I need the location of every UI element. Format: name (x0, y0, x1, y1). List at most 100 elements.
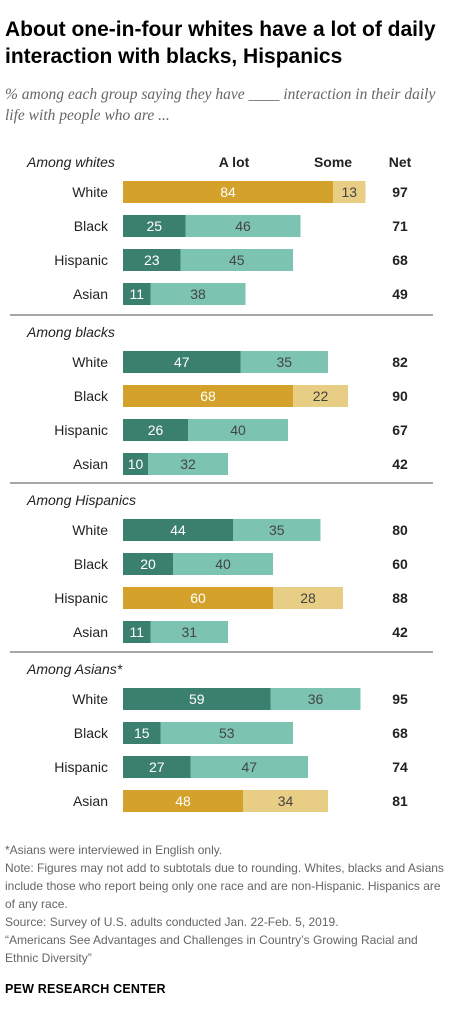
bar-some (233, 519, 321, 541)
bar-some-value: 47 (241, 759, 257, 775)
row-category-label: Black (74, 388, 109, 404)
bar-a-lot (123, 249, 181, 271)
bar-some (150, 621, 228, 643)
bar-some-value: 38 (190, 286, 206, 302)
bar-a-lot (123, 215, 186, 237)
row-category-label: Hispanic (54, 252, 108, 268)
bar-a-lot (123, 519, 233, 541)
net-value: 60 (392, 556, 408, 572)
net-value: 90 (392, 388, 408, 404)
note-rounding: Note: Figures may not add to subtotals d… (5, 861, 444, 911)
group-label: Among Asians* (26, 661, 123, 677)
chart-title: About one-in-four whites have a lot of d… (5, 18, 436, 68)
bar-some (273, 587, 343, 609)
chart-subtitle: % among each group saying they have ____… (5, 86, 436, 124)
bar-some-value: 22 (313, 388, 329, 404)
bar-some-value: 53 (219, 725, 235, 741)
stacked-bar-chart: A lot Some Net Among whites White 84 13 97 Black… (10, 154, 433, 812)
source-survey: Source: Survey of U.S. adults conducted … (5, 915, 339, 929)
chart-notes: *Asians were interviewed in English only… (5, 841, 445, 967)
bar-some (333, 181, 366, 203)
bar-some-value: 35 (269, 522, 285, 538)
row-category-label: Black (74, 725, 109, 741)
bar-a-lot-value: 27 (149, 759, 165, 775)
net-value: 74 (392, 759, 408, 775)
row-category-label: Asian (73, 456, 108, 472)
row-category-label: Hispanic (54, 422, 108, 438)
row-category-label: Hispanic (54, 759, 108, 775)
group-label: Among whites (26, 154, 115, 170)
bar-a-lot (123, 181, 333, 203)
net-value: 67 (392, 422, 408, 438)
net-value: 68 (392, 725, 408, 741)
bar-a-lot (123, 453, 148, 475)
bar-a-lot (123, 722, 161, 744)
row-category-label: White (72, 691, 108, 707)
net-value: 97 (392, 184, 408, 200)
bar-a-lot (123, 621, 151, 643)
bar-some (185, 215, 301, 237)
bar-a-lot (123, 688, 271, 710)
bar-a-lot-value: 10 (128, 456, 144, 472)
header-net: Net (389, 154, 412, 170)
bar-a-lot (123, 553, 173, 575)
bar-a-lot (123, 419, 188, 441)
row-category-label: Asian (73, 793, 108, 809)
header-a-lot: A lot (219, 154, 250, 170)
bar-a-lot-value: 47 (174, 354, 190, 370)
row-category-label: Black (74, 556, 109, 572)
bar-a-lot (123, 283, 151, 305)
bar-a-lot-value: 20 (140, 556, 156, 572)
row-category-label: White (72, 184, 108, 200)
bar-a-lot (123, 587, 273, 609)
row-category-label: White (72, 354, 108, 370)
bar-a-lot-value: 15 (134, 725, 150, 741)
group-label: Among Hispanics (26, 492, 136, 508)
row-category-label: Hispanic (54, 590, 108, 606)
bar-a-lot (123, 385, 293, 407)
footnote-asians: *Asians were interviewed in English only… (5, 843, 223, 857)
bar-some-value: 31 (181, 624, 197, 640)
bar-a-lot-value: 68 (200, 388, 216, 404)
bar-some-value: 32 (180, 456, 196, 472)
bar-a-lot (123, 790, 243, 812)
bar-some (180, 249, 293, 271)
bar-some (243, 790, 328, 812)
net-value: 42 (392, 456, 408, 472)
bar-some-value: 28 (300, 590, 316, 606)
net-value: 88 (392, 590, 408, 606)
net-value: 42 (392, 624, 408, 640)
bar-some-value: 40 (230, 422, 246, 438)
bar-a-lot-value: 26 (148, 422, 164, 438)
bar-a-lot-value: 11 (129, 286, 144, 302)
bar-some (188, 419, 288, 441)
net-value: 68 (392, 252, 408, 268)
bar-some (150, 283, 246, 305)
bar-some-value: 35 (276, 354, 292, 370)
net-value: 81 (392, 793, 408, 809)
row-category-label: White (72, 522, 108, 538)
net-value: 71 (392, 218, 408, 234)
bar-some-value: 40 (215, 556, 231, 572)
bar-a-lot-value: 11 (129, 624, 144, 640)
bar-some (160, 722, 293, 744)
source-organization: PEW RESEARCH CENTER (5, 982, 166, 996)
bar-some-value: 13 (341, 184, 357, 200)
bar-a-lot (123, 351, 241, 373)
bar-some-value: 34 (278, 793, 294, 809)
bar-a-lot-value: 60 (190, 590, 206, 606)
header-some: Some (314, 154, 352, 170)
bar-some (173, 553, 273, 575)
bar-some-value: 36 (308, 691, 324, 707)
bar-a-lot-value: 25 (146, 218, 162, 234)
bar-a-lot-value: 48 (175, 793, 191, 809)
bar-some (270, 688, 361, 710)
bar-some-value: 46 (235, 218, 251, 234)
group-label: Among blacks (26, 324, 115, 340)
bar-a-lot-value: 44 (170, 522, 186, 538)
net-value: 82 (392, 354, 408, 370)
bar-some (190, 756, 308, 778)
bar-some (293, 385, 348, 407)
bar-a-lot-value: 84 (220, 184, 236, 200)
row-category-label: Black (74, 218, 109, 234)
